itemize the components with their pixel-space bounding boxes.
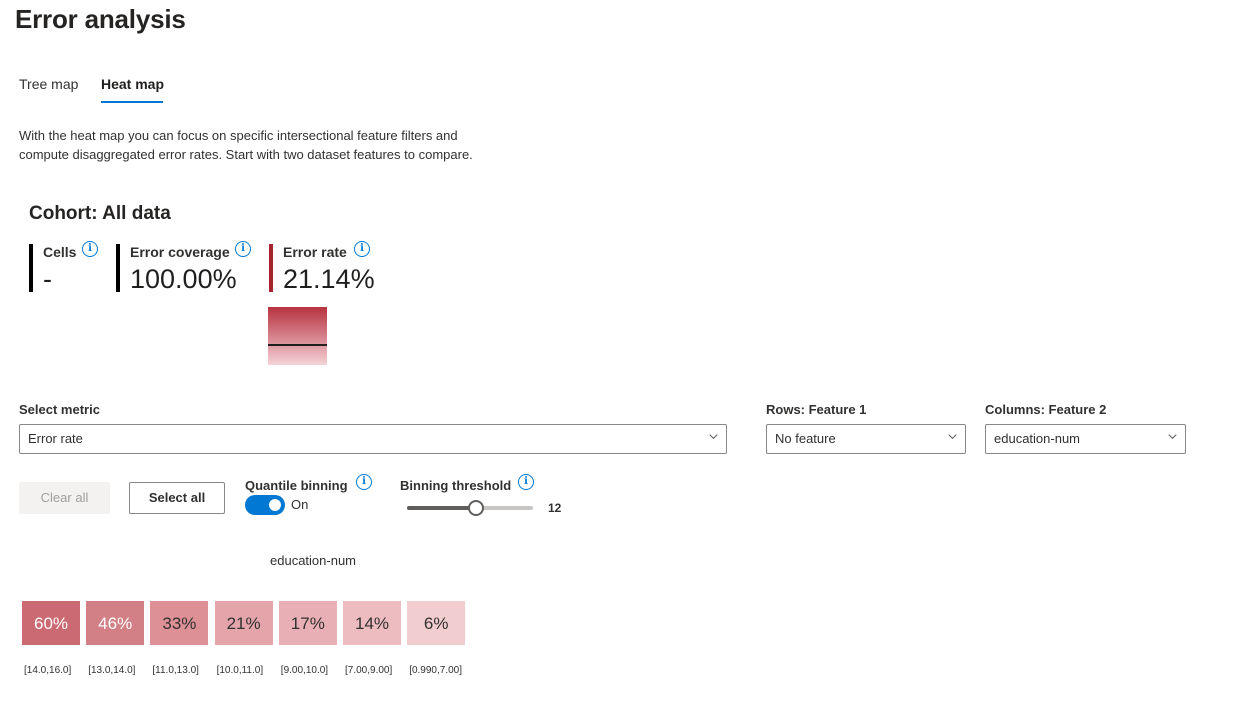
heatmap-cell[interactable]: 46% [85,600,146,646]
quantile-binning-label: Quantile binning [245,478,348,493]
columns-feature-dropdown[interactable]: education-num [985,424,1186,454]
error-rate-accent-bar [269,244,273,292]
slider-fill [407,506,477,510]
slider-thumb[interactable] [468,500,485,516]
heatmap-bin-label: [10.0,11.0] [216,665,264,676]
tab-heat-map[interactable]: Heat map [101,76,165,92]
heat-map-description: With the heat map you can focus on speci… [19,126,539,164]
tab-tree-map[interactable]: Tree map [19,76,79,92]
info-icon[interactable]: i [354,241,370,257]
cohort-title: Cohort: All data [29,203,171,224]
quantile-binning-state: On [291,497,309,512]
select-metric-value: Error rate [28,431,83,446]
cells-label: Cells [43,244,77,260]
heatmap-bin-label: [11.0,13.0] [152,665,199,676]
chevron-down-icon [948,434,957,440]
heatmap-bin-label: [0.990,7.00] [409,665,463,676]
error-rate-marker-line [268,344,327,346]
error-rate-value: 21.14% [283,264,375,294]
binning-threshold-value: 12 [548,501,562,515]
cells-accent-bar [29,244,33,292]
description-line-1: With the heat map you can focus on speci… [19,128,458,143]
binning-threshold-label: Binning threshold [400,478,512,493]
page-title: Error analysis [15,4,186,34]
description-line-2: compute disaggregated error rates. Start… [19,147,473,162]
heatmap-cell[interactable]: 21% [213,600,274,646]
columns-feature-label: Columns: Feature 2 [985,402,1107,417]
columns-feature-value: education-num [994,431,1080,446]
rows-feature-dropdown[interactable]: No feature [766,424,966,454]
info-icon[interactable]: i [518,474,534,490]
heatmap-bin-label: [7.00,9.00] [345,665,393,676]
rows-feature-value: No feature [775,431,836,446]
heatmap-cell[interactable]: 60% [21,600,81,646]
heatmap-cell[interactable]: 6% [406,600,467,646]
heatmap-axis-title: education-num [270,553,356,568]
cells-value: - [43,264,52,294]
info-icon[interactable]: i [356,474,372,490]
heatmap-cell[interactable]: 33% [149,600,210,646]
select-metric-dropdown[interactable]: Error rate [19,424,727,454]
chevron-down-icon [709,434,718,440]
heatmap-cell[interactable]: 17% [277,600,338,646]
error-rate-label: Error rate [283,244,347,260]
error-rate-gradient-legend [268,307,327,365]
active-tab-indicator [101,101,163,103]
info-icon[interactable]: i [82,241,98,257]
heatmap-cell[interactable]: 14% [342,600,402,646]
select-metric-label: Select metric [19,402,100,417]
error-coverage-label: Error coverage [130,244,230,260]
heatmap-bin-label: [9.00,10.0] [280,665,329,676]
select-all-button[interactable]: Select all [129,482,225,514]
info-icon[interactable]: i [235,241,251,257]
error-coverage-value: 100.00% [130,264,237,294]
quantile-binning-toggle[interactable] [245,495,285,515]
rows-feature-label: Rows: Feature 1 [766,402,867,417]
chevron-down-icon [1168,434,1177,440]
clear-all-button[interactable]: Clear all [19,482,110,514]
error-coverage-accent-bar [116,244,120,292]
toggle-knob [269,499,281,511]
binning-threshold-slider[interactable] [407,500,533,516]
heatmap-bin-label: [13.0,14.0] [88,665,136,676]
heatmap-bin-label: [14.0,16.0] [24,665,72,676]
